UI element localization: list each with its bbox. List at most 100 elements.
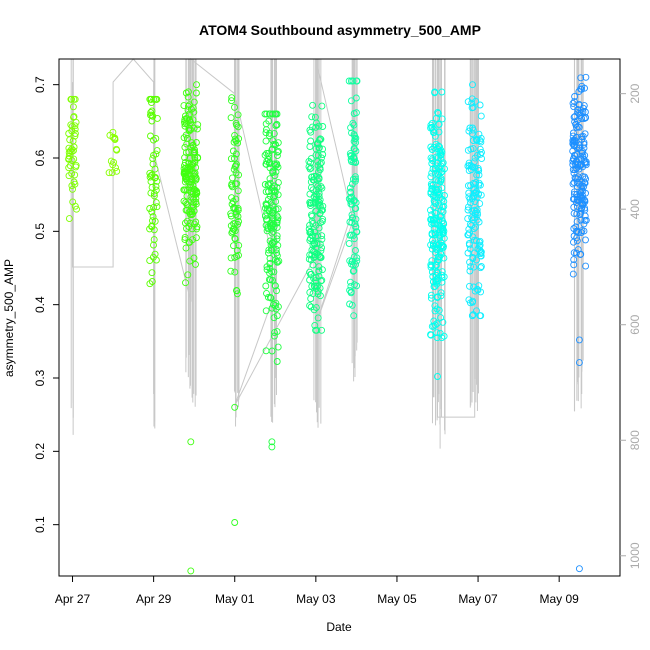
data-point bbox=[315, 263, 323, 271]
data-point bbox=[433, 176, 441, 184]
data-point bbox=[266, 160, 274, 168]
data-point bbox=[577, 189, 585, 197]
data-point bbox=[182, 244, 190, 252]
data-point bbox=[472, 223, 479, 231]
data-point bbox=[471, 180, 479, 188]
y-tick-label: 0.4 bbox=[33, 296, 47, 313]
chart-title: ATOM4 Southbound asymmetry_500_AMP bbox=[199, 22, 481, 38]
data-point bbox=[476, 145, 484, 153]
data-point bbox=[153, 203, 161, 211]
data-point bbox=[469, 81, 476, 89]
data-point bbox=[270, 268, 278, 276]
data-point bbox=[185, 148, 193, 156]
data-point bbox=[268, 146, 276, 154]
data-point bbox=[310, 306, 318, 314]
data-point bbox=[569, 99, 577, 107]
data-point bbox=[234, 204, 242, 212]
data-point bbox=[262, 188, 270, 196]
data-point bbox=[569, 139, 577, 147]
data-point bbox=[190, 254, 198, 262]
data-point bbox=[147, 95, 155, 103]
data-point bbox=[431, 132, 439, 140]
data-point bbox=[430, 143, 438, 151]
data-point bbox=[266, 110, 274, 118]
data-point bbox=[66, 147, 74, 155]
depth-tick-label: 600 bbox=[628, 314, 642, 334]
data-point bbox=[435, 306, 443, 314]
data-point bbox=[273, 121, 281, 129]
data-point bbox=[345, 77, 353, 85]
data-point bbox=[471, 287, 479, 295]
data-point bbox=[68, 145, 76, 153]
data-point bbox=[318, 232, 326, 240]
data-point bbox=[427, 154, 435, 162]
data-point bbox=[228, 97, 235, 105]
data-point bbox=[473, 171, 481, 179]
data-point bbox=[151, 217, 159, 225]
data-point bbox=[182, 164, 190, 172]
data-point bbox=[265, 152, 273, 160]
data-point bbox=[581, 130, 589, 138]
data-point bbox=[192, 200, 200, 208]
data-point-outlier bbox=[187, 567, 195, 575]
data-point bbox=[313, 140, 321, 148]
data-point bbox=[186, 171, 194, 179]
data-point bbox=[578, 136, 586, 143]
data-point bbox=[192, 234, 200, 242]
data-point bbox=[185, 127, 193, 135]
data-point bbox=[431, 89, 439, 97]
data-point bbox=[312, 304, 320, 312]
data-point bbox=[439, 224, 447, 232]
data-point bbox=[190, 98, 198, 106]
data-point bbox=[576, 211, 584, 219]
data-point bbox=[477, 112, 485, 120]
data-point bbox=[580, 220, 588, 228]
data-point bbox=[427, 331, 434, 339]
data-point bbox=[274, 258, 281, 266]
data-point bbox=[570, 261, 578, 269]
data-point bbox=[185, 208, 193, 216]
data-point bbox=[273, 312, 281, 320]
data-point bbox=[582, 262, 590, 270]
data-point bbox=[476, 137, 484, 145]
data-point bbox=[476, 181, 484, 189]
data-point bbox=[469, 137, 477, 144]
data-point bbox=[309, 241, 317, 249]
data-point bbox=[308, 217, 316, 225]
data-point bbox=[232, 150, 240, 158]
data-point bbox=[312, 151, 320, 159]
data-point bbox=[191, 191, 199, 199]
data-point bbox=[107, 157, 115, 165]
data-point bbox=[306, 126, 314, 134]
data-point bbox=[580, 196, 588, 204]
data-point bbox=[476, 101, 484, 109]
data-point-outlier bbox=[268, 443, 276, 451]
data-points-layer bbox=[65, 73, 590, 575]
data-point bbox=[351, 177, 359, 185]
data-point bbox=[437, 238, 445, 246]
data-point bbox=[437, 175, 445, 183]
data-point bbox=[570, 256, 578, 264]
data-point bbox=[265, 188, 273, 196]
data-point bbox=[274, 147, 282, 155]
data-point bbox=[150, 236, 158, 244]
data-point bbox=[431, 229, 439, 237]
x-tick-label: May 07 bbox=[458, 592, 498, 606]
data-point bbox=[319, 145, 327, 153]
data-point bbox=[350, 312, 358, 320]
data-point bbox=[353, 254, 361, 262]
data-point bbox=[307, 155, 315, 163]
y-tick-label: 0.3 bbox=[33, 369, 47, 386]
data-point bbox=[268, 239, 276, 247]
data-point bbox=[348, 211, 356, 219]
data-point bbox=[477, 263, 485, 270]
data-point bbox=[433, 275, 441, 283]
data-point bbox=[183, 217, 191, 225]
data-point bbox=[581, 216, 589, 224]
data-point bbox=[468, 104, 476, 112]
data-point bbox=[574, 173, 582, 181]
data-point bbox=[192, 89, 200, 97]
data-point bbox=[575, 101, 583, 109]
data-point bbox=[576, 111, 584, 119]
